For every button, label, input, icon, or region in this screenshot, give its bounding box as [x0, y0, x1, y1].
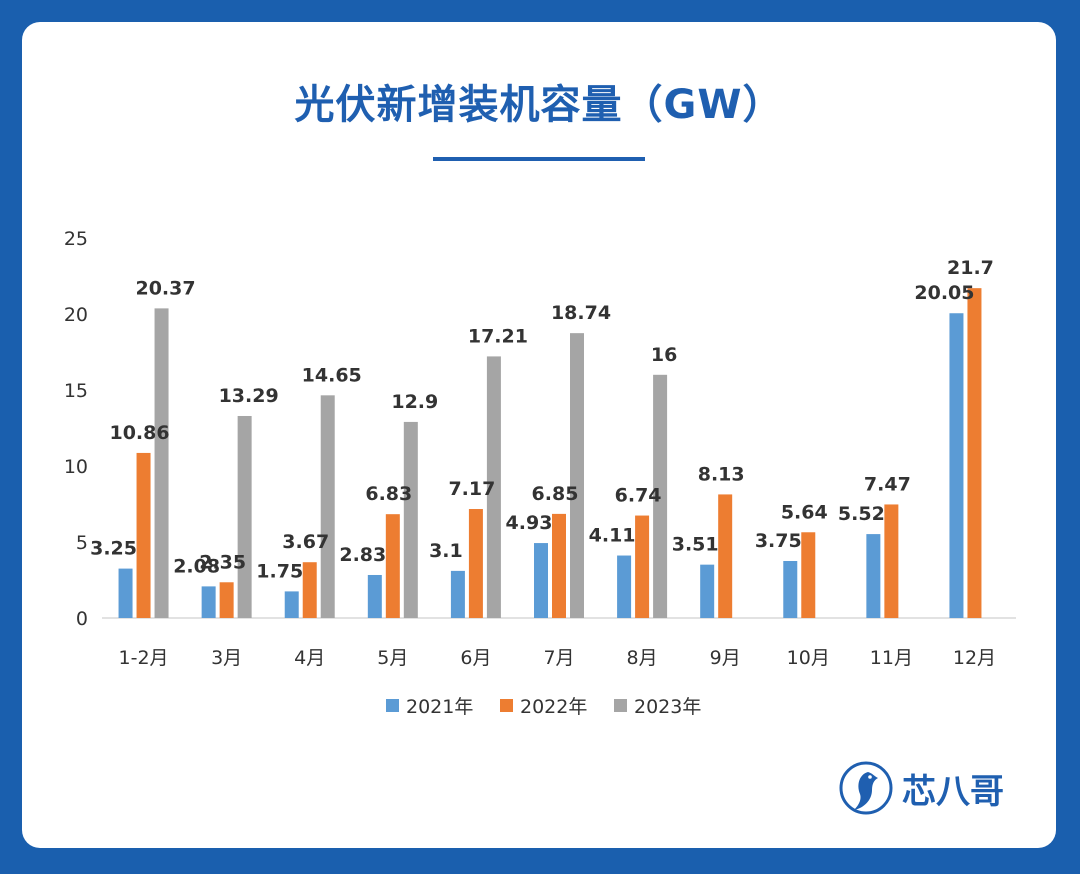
legend-swatch [614, 699, 627, 712]
legend-label: 2022年 [520, 696, 587, 718]
bar-2022年-3月 [219, 582, 234, 618]
bar-2022年-9月 [718, 494, 733, 618]
x-tick-label: 1-2月 [119, 647, 169, 669]
data-label: 1.75 [256, 560, 303, 582]
bar-2021年-6月 [450, 570, 465, 618]
brand-name: 芯八哥 [902, 771, 1004, 812]
data-label: 16 [651, 344, 677, 366]
data-label: 4.93 [506, 512, 553, 534]
data-label: 4.11 [589, 525, 636, 547]
y-tick-label: 25 [64, 228, 88, 250]
data-label: 7.17 [448, 478, 495, 500]
y-tick-label: 10 [64, 456, 88, 478]
x-tick-label: 9月 [710, 647, 741, 669]
legend-label: 2021年 [406, 696, 473, 718]
data-label: 20.37 [135, 277, 195, 299]
data-label: 3.25 [90, 538, 137, 560]
bar-2022年-10月 [801, 532, 816, 618]
chart-card: 光伏新增装机容量（GW） [22, 22, 1056, 848]
brand-logo: 芯八哥 [838, 758, 1004, 818]
data-label: 3.1 [429, 540, 463, 562]
bar-2021年-5月 [367, 574, 382, 618]
bar-2023年-5月 [403, 421, 418, 618]
legend-label: 2023年 [634, 696, 701, 718]
data-label: 7.47 [864, 473, 911, 495]
bar-2023年-1-2月 [154, 308, 169, 618]
y-axis: 0 5 10 15 20 25 [64, 228, 88, 630]
x-tick-label: 3月 [211, 647, 242, 669]
x-tick-label: 10月 [787, 647, 830, 669]
legend-swatch [500, 699, 513, 712]
legend-swatch [386, 699, 399, 712]
data-label: 6.74 [615, 485, 662, 507]
data-label: 21.7 [947, 257, 994, 279]
bar-2023年-6月 [486, 356, 501, 618]
data-label: 6.83 [365, 483, 412, 505]
data-label: 6.85 [532, 483, 579, 505]
bar-2023年-4月 [320, 395, 335, 618]
x-tick-label: 12月 [953, 647, 996, 669]
title-underline [433, 157, 645, 161]
bar-2021年-1-2月 [118, 568, 133, 618]
data-label: 8.13 [698, 463, 745, 485]
bar-2021年-4月 [284, 591, 299, 618]
data-label: 17.21 [468, 325, 528, 347]
data-label: 20.05 [914, 282, 974, 304]
x-tick-label: 8月 [627, 647, 658, 669]
y-tick-label: 0 [76, 608, 88, 630]
data-label: 18.74 [551, 302, 611, 324]
bars [118, 288, 982, 618]
x-tick-label: 7月 [543, 647, 574, 669]
bar-2023年-8月 [653, 374, 668, 618]
data-label: 2.08 [173, 555, 220, 577]
data-label: 10.86 [109, 422, 169, 444]
bar-2021年-7月 [534, 543, 548, 618]
bar-2022年-1-2月 [136, 452, 151, 618]
x-tick-label: 6月 [460, 647, 491, 669]
bird-logo-icon [839, 761, 893, 815]
data-label: 14.65 [302, 364, 362, 386]
bar-2021年-10月 [783, 561, 798, 618]
bar-2021年-3月 [201, 586, 216, 618]
data-label: 2.83 [339, 544, 386, 566]
x-tick-label: 4月 [294, 647, 325, 669]
data-label: 3.51 [672, 534, 719, 556]
bar-2022年-12月 [967, 288, 982, 618]
bar-2023年-3月 [237, 415, 252, 618]
data-labels: 3.25 10.86 20.37 2.082.35 13.29 1.75 3.67 14.65… [90, 257, 994, 582]
data-label: 13.29 [219, 385, 279, 407]
bar-2023年-7月 [570, 333, 584, 618]
x-tick-label: 5月 [377, 647, 408, 669]
data-label: 5.64 [781, 501, 828, 523]
bar-2022年-4月 [302, 562, 317, 618]
data-label: 3.75 [755, 530, 802, 552]
bar-2022年-7月 [552, 513, 566, 618]
bar-2022年-5月 [385, 514, 400, 618]
x-axis: 1-2月 3月 4月 5月 6月 7月 8月 9月 10月 11月 12月 [119, 647, 997, 669]
y-tick-label: 5 [76, 532, 88, 554]
bar-2021年-11月 [866, 534, 881, 618]
y-tick-label: 15 [64, 380, 88, 402]
data-label: 5.52 [838, 503, 885, 525]
bar-2022年-6月 [468, 509, 483, 618]
data-label: 3.67 [282, 531, 329, 553]
x-tick-label: 11月 [870, 647, 913, 669]
bar-2021年-9月 [700, 564, 715, 618]
legend: 2021年 2022年 2023年 [386, 696, 701, 718]
bar-2021年-12月 [949, 313, 964, 618]
data-label: 12.9 [391, 391, 438, 413]
bar-2021年-8月 [617, 555, 632, 618]
y-tick-label: 20 [64, 304, 88, 326]
bar-2022年-11月 [884, 504, 899, 618]
bar-2022年-8月 [635, 515, 650, 618]
data-label: 2.35 [199, 551, 246, 573]
chart-title: 光伏新增装机容量（GW） [294, 82, 784, 128]
